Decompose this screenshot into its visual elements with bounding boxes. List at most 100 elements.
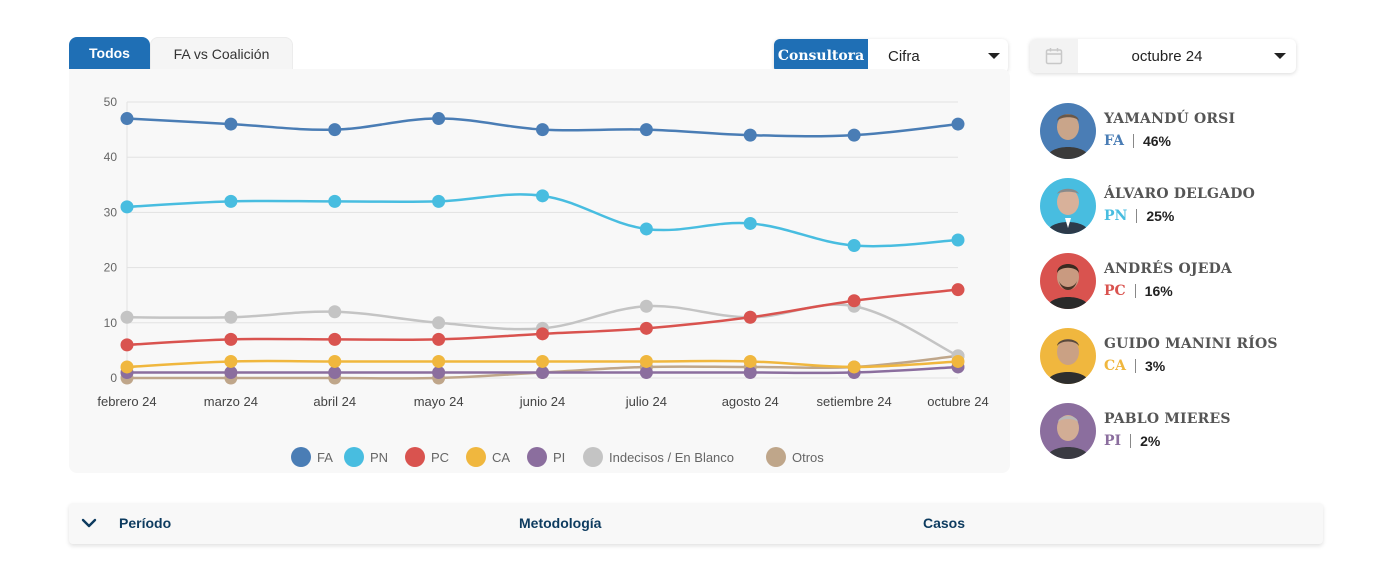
- candidate-list: YAMANDÚ ORSI FA 46% ÁLVARO DELGADO PN 25…: [1040, 103, 1340, 478]
- data-point: [432, 332, 446, 346]
- data-point: [639, 365, 653, 379]
- candidate-name: GUIDO MANINI RÍOS: [1104, 336, 1278, 352]
- legend-label: PC: [431, 450, 449, 465]
- data-point: [639, 299, 653, 313]
- y-tick-label: 10: [104, 316, 118, 330]
- data-point: [847, 128, 861, 142]
- data-point: [224, 365, 238, 379]
- data-point: [847, 239, 861, 253]
- divider: [1135, 359, 1137, 373]
- data-point: [120, 338, 134, 352]
- legend-label: Indecisos / En Blanco: [609, 450, 734, 465]
- legend-marker: [766, 447, 786, 467]
- candidate-card[interactable]: GUIDO MANINI RÍOS CA 3%: [1040, 328, 1340, 403]
- x-tick-label: febrero 24: [97, 394, 156, 409]
- legend-label: FA: [317, 450, 333, 465]
- chevron-down-icon[interactable]: [81, 515, 97, 531]
- data-point: [432, 365, 446, 379]
- divider: [1134, 284, 1136, 298]
- chart-panel: 0 10 20 30 40 50 febrero 24 marzo 24 abril 24 may…: [69, 69, 1010, 473]
- y-tick-label: 30: [104, 205, 118, 219]
- data-point: [432, 194, 446, 208]
- avatar: [1040, 103, 1096, 159]
- data-point: [536, 354, 549, 368]
- legend-marker: [291, 447, 311, 467]
- candidate-card[interactable]: PABLO MIERES PI 2%: [1040, 403, 1340, 478]
- legend-label: CA: [492, 450, 510, 465]
- data-point: [743, 354, 757, 368]
- data-point: [224, 310, 238, 324]
- data-point: [432, 354, 446, 368]
- data-point: [120, 360, 134, 374]
- candidate-meta: PC 16%: [1104, 283, 1173, 299]
- data-point: [951, 354, 965, 368]
- candidate-name: ANDRÉS OJEDA: [1104, 261, 1232, 277]
- candidate-meta: PN 25%: [1104, 208, 1174, 224]
- data-point: [224, 332, 238, 346]
- data-point: [432, 316, 446, 330]
- y-tick-label: 50: [104, 95, 118, 109]
- legend-label: PI: [553, 450, 565, 465]
- date-select[interactable]: octubre 24: [1030, 39, 1296, 73]
- data-point: [536, 365, 549, 379]
- tab-fa-vs-coalicion[interactable]: FA vs Coalición: [150, 37, 293, 69]
- data-point: [951, 283, 965, 297]
- data-point: [639, 321, 653, 335]
- details-header[interactable]: Período Metodología Casos: [69, 503, 1323, 544]
- data-point: [536, 189, 549, 203]
- legend-marker: [405, 447, 425, 467]
- x-tick-label: marzo 24: [204, 394, 258, 409]
- legend-marker: [527, 447, 547, 467]
- line-chart: 0 10 20 30 40 50 febrero 24 marzo 24 abril 24 may…: [97, 95, 989, 467]
- x-tick-label: julio 24: [625, 394, 667, 409]
- candidate-name: YAMANDÚ ORSI: [1104, 111, 1236, 127]
- x-tick-label: mayo 24: [414, 394, 464, 409]
- candidate-percent: 3%: [1145, 358, 1166, 374]
- candidate-percent: 16%: [1144, 283, 1173, 299]
- column-metodologia: Metodología: [519, 515, 602, 531]
- candidate-party: FA: [1104, 133, 1124, 149]
- avatar: [1040, 253, 1096, 309]
- legend-label: Otros: [792, 450, 824, 465]
- data-point: [743, 310, 757, 324]
- x-tick-label: octubre 24: [927, 394, 988, 409]
- candidate-card[interactable]: ÁLVARO DELGADO PN 25%: [1040, 178, 1340, 253]
- x-tick-label: agosto 24: [722, 394, 779, 409]
- data-point: [328, 332, 342, 346]
- legend-marker: [583, 447, 603, 467]
- candidate-party: PN: [1104, 208, 1128, 224]
- legend-marker: [466, 447, 486, 467]
- data-point: [120, 112, 134, 126]
- tab-todos[interactable]: Todos: [69, 37, 150, 69]
- data-point: [120, 200, 134, 214]
- column-periodo: Período: [119, 515, 172, 531]
- avatar: [1040, 328, 1096, 384]
- tab-bar: Todos FA vs Coalición: [69, 37, 293, 69]
- candidate-card[interactable]: ANDRÉS OJEDA PC 16%: [1040, 253, 1340, 328]
- x-tick-label: abril 24: [313, 394, 356, 409]
- data-point: [536, 327, 549, 341]
- data-point: [224, 354, 238, 368]
- divider: [1136, 209, 1138, 223]
- x-tick-label: setiembre 24: [817, 394, 892, 409]
- data-point: [328, 305, 342, 319]
- candidate-card[interactable]: YAMANDÚ ORSI FA 46%: [1040, 103, 1340, 178]
- candidate-party: PC: [1104, 283, 1126, 299]
- legend-marker: [344, 447, 364, 467]
- consultora-label: Consultora: [774, 39, 868, 73]
- avatar: [1040, 178, 1096, 234]
- divider: [1132, 134, 1134, 148]
- y-tick-label: 40: [104, 150, 118, 164]
- legend-label: PN: [370, 450, 388, 465]
- data-point: [639, 222, 653, 236]
- candidate-percent: 25%: [1146, 208, 1175, 224]
- candidate-party: PI: [1104, 433, 1122, 449]
- chevron-down-icon: [1274, 53, 1286, 59]
- data-point: [847, 294, 861, 308]
- divider: [1130, 434, 1132, 448]
- avatar: [1040, 403, 1096, 459]
- calendar-icon: [1030, 39, 1078, 73]
- candidate-meta: CA 3%: [1104, 358, 1165, 374]
- consultora-select[interactable]: Consultora Cifra: [774, 39, 1008, 73]
- candidate-party: CA: [1104, 358, 1127, 374]
